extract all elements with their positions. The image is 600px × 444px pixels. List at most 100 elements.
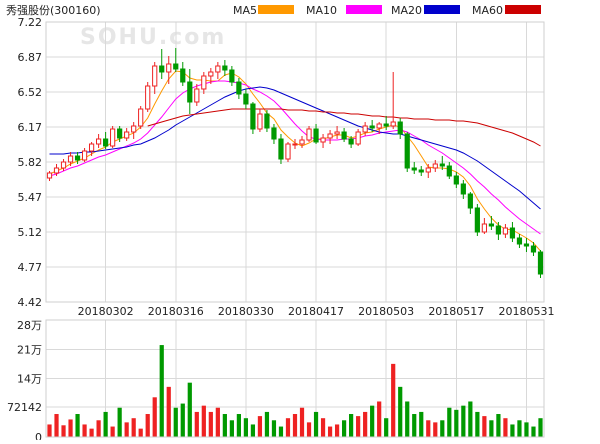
candlestick (474, 204, 480, 236)
x-tick-label: 20180302 (78, 305, 134, 318)
price-y-tick-label: 5.82 (18, 156, 43, 169)
price-y-tick-label: 6.17 (18, 121, 43, 134)
volume-bar (363, 411, 368, 437)
candlestick (320, 134, 326, 148)
volume-bar (54, 414, 59, 437)
volume-bar (96, 420, 101, 437)
candle-body (243, 93, 249, 105)
candle-body (292, 143, 298, 146)
volume-bar (208, 411, 213, 437)
volume-bar (384, 418, 389, 437)
volume-bar (517, 420, 522, 437)
price-x-tick-labels: 20180302 20180316 20180330 20180417 20180503… (78, 305, 555, 318)
candle-body (166, 63, 172, 73)
candle-body (187, 81, 193, 103)
candlestick (264, 110, 270, 132)
candlestick (88, 142, 95, 156)
volume-bar (173, 407, 178, 437)
candlestick (243, 89, 249, 109)
volume-bar (222, 414, 227, 437)
candlestick (236, 78, 242, 99)
volume-bar (166, 386, 171, 437)
volume-bar (103, 411, 108, 437)
price-y-tick-label: 5.12 (18, 226, 43, 239)
legend-swatch-ma20 (424, 5, 460, 14)
candlestick (285, 142, 291, 162)
candlestick (187, 69, 193, 114)
volume-bar (461, 405, 466, 437)
price-y-tick-label: 4.42 (18, 296, 43, 309)
candlestick (81, 148, 88, 162)
volume-bar (391, 363, 396, 437)
volume-bar (110, 426, 115, 437)
candle-body (201, 75, 207, 90)
candlestick (397, 118, 403, 139)
candlestick (404, 132, 410, 172)
volume-bar (159, 345, 164, 437)
candlestick-series (46, 48, 544, 278)
volume-bar (531, 426, 536, 437)
volume-bar (194, 411, 199, 437)
candlestick (376, 122, 382, 134)
volume-bar (412, 414, 417, 437)
candle-body (180, 68, 186, 83)
sohu-watermark: SOHU.com (80, 25, 226, 50)
volume-bar (524, 422, 529, 437)
candlestick (355, 129, 361, 146)
candlestick (530, 242, 537, 256)
candle-body (96, 138, 102, 145)
candle-body (88, 143, 95, 152)
candlestick (460, 180, 466, 199)
volume-bar (271, 420, 277, 437)
volume-y-tick-label: 21万 (17, 343, 42, 356)
candlestick (159, 49, 165, 79)
candlestick (74, 152, 81, 164)
candle-body (152, 65, 158, 87)
candlestick (327, 130, 333, 144)
volume-bar (489, 420, 494, 437)
volume-bar (447, 407, 452, 437)
x-tick-label: 20180330 (218, 305, 274, 318)
legend-swatch-ma5 (258, 5, 294, 14)
candle-body (81, 150, 88, 161)
candlestick (369, 120, 375, 132)
candle-body (124, 131, 130, 139)
volume-bar (356, 416, 361, 437)
candle-body (495, 225, 502, 235)
volume-bar (236, 414, 241, 437)
candlestick (383, 116, 389, 130)
candlestick (180, 62, 186, 86)
volume-bar (405, 401, 410, 437)
candlestick (313, 124, 319, 144)
legend-swatch-ma60 (505, 5, 541, 14)
candlestick (250, 102, 256, 134)
volume-bar (482, 416, 487, 437)
candlestick (229, 66, 235, 86)
volume-bar (131, 418, 136, 437)
candlestick (306, 126, 312, 142)
candlestick (257, 109, 263, 132)
candle-body (46, 172, 53, 179)
volume-bar (398, 386, 403, 437)
candle-body (53, 167, 60, 174)
volume-bar (440, 420, 445, 437)
volume-bar (426, 420, 431, 437)
candle-body (439, 163, 445, 167)
volume-bar (285, 418, 291, 437)
volume-bar (377, 401, 382, 437)
volume-bar-series (47, 345, 543, 437)
candlestick (138, 106, 144, 129)
candlestick (271, 124, 277, 144)
volume-bar (243, 418, 249, 437)
candlestick (488, 216, 494, 230)
candle-body (474, 207, 480, 233)
candlestick (208, 68, 214, 84)
price-y-tick-label: 6.52 (18, 86, 43, 99)
x-tick-label: 20180503 (358, 305, 414, 318)
candle-body (523, 243, 530, 247)
volume-bar (124, 422, 129, 437)
price-grid (46, 21, 544, 303)
volume-bar (201, 405, 206, 437)
candlestick (439, 156, 445, 170)
candlestick (117, 126, 123, 142)
